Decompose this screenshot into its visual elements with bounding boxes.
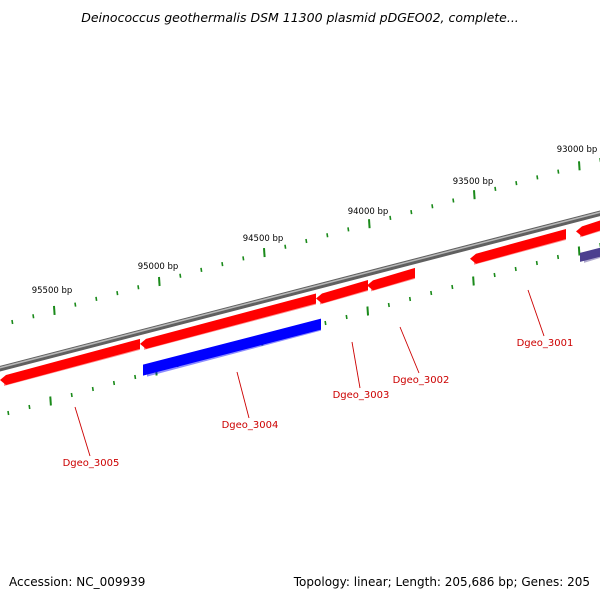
gene-label: Dgeo_3001 (517, 338, 574, 349)
outer-tick-mark (11, 319, 14, 325)
gene-label: Dgeo_3003 (333, 390, 390, 401)
inner-tick-mark (49, 396, 52, 406)
outer-tick-mark (158, 276, 161, 287)
outer-tick-mark (368, 219, 371, 229)
outer-tick-mark (53, 305, 56, 315)
inner-tick-mark (472, 276, 475, 286)
outer-tick-mark (95, 296, 98, 301)
outer-tick-mark (326, 233, 329, 238)
gene-dgeo-3001-arrow-shade (474, 235, 566, 265)
gene-next-reverse-arrow-shade (584, 253, 600, 263)
inner-tick-mark (556, 254, 560, 260)
outer-tick-mark (389, 215, 392, 220)
outer-tick-mark (452, 198, 455, 203)
gene-next-arrow (576, 220, 600, 237)
inner-tick-mark (535, 260, 538, 266)
gene-dgeo-3005b-arrow (140, 293, 316, 349)
scale-label: 93000 bp (557, 145, 598, 155)
gene-label-leader (74, 406, 91, 457)
gene-label-leader (236, 371, 250, 419)
page-title: Deinococcus geothermalis DSM 11300 plasm… (81, 10, 519, 25)
inner-tick-mark (408, 296, 412, 302)
inner-tick-mark (387, 302, 390, 308)
outer-tick-mark (32, 314, 35, 319)
inner-tick-mark (345, 314, 348, 320)
inner-tick-mark (324, 320, 327, 326)
outer-tick-mark (179, 273, 182, 278)
gene-dgeo-3001-arrow (470, 228, 566, 264)
inner-tick-mark (493, 272, 496, 278)
gene-dgeo-3005b-arrow-shade (144, 300, 316, 350)
inner-tick-mark (134, 374, 137, 380)
outer-tick-mark (410, 209, 413, 215)
scale-label: 93500 bp (453, 177, 494, 187)
inner-tick-mark (28, 404, 31, 410)
gene-label: Dgeo_3005 (63, 458, 120, 469)
gene-label: Dgeo_3004 (222, 420, 279, 431)
scale-label: 95000 bp (138, 262, 179, 272)
gene-dgeo-3002-arrow (367, 267, 415, 291)
outer-tick-mark (116, 290, 119, 296)
inner-tick-mark (577, 246, 581, 256)
gene-dgeo-3004-arrow (143, 318, 321, 376)
gene-next-arrow-shade (580, 227, 600, 238)
outer-tick-mark (74, 302, 77, 307)
gene-dgeo-3003-arrow (316, 280, 368, 304)
outer-tick-mark (536, 175, 539, 180)
gene-label-leader (399, 326, 420, 374)
scale-label: 94000 bp (348, 207, 389, 217)
outer-tick-mark (431, 204, 434, 209)
genome-backbone-highlight (0, 211, 600, 369)
outer-tick-mark (578, 161, 581, 171)
outer-tick-mark (284, 244, 287, 249)
gene-label-leader (527, 289, 545, 337)
outer-tick-mark (221, 262, 224, 267)
inner-tick-mark (70, 392, 73, 398)
inner-tick-mark (430, 290, 433, 296)
gene-dgeo-3003-arrow-shade (320, 287, 368, 305)
inner-tick-mark (112, 380, 116, 386)
outer-tick-mark (263, 248, 266, 258)
inner-tick-mark (514, 266, 517, 272)
outer-tick-mark (305, 238, 308, 244)
outer-tick-mark (242, 256, 245, 261)
inner-tick-mark (366, 306, 370, 316)
outer-tick-mark (557, 169, 560, 174)
inner-tick-mark (7, 410, 10, 416)
topology-summary: Topology: linear; Length: 205,686 bp; Ge… (293, 575, 590, 589)
gene-dgeo-3002-arrow-shade (371, 274, 415, 292)
gene-label: Dgeo_3002 (393, 375, 450, 386)
scale-label: 95500 bp (32, 286, 73, 296)
outer-tick-mark (137, 285, 140, 290)
outer-tick-mark (347, 227, 350, 232)
inner-tick-mark (91, 386, 94, 392)
genome-backbone (0, 210, 600, 372)
gene-dgeo-3005-arrow-shade (4, 345, 140, 386)
gene-label-leader (351, 341, 361, 389)
outer-tick-mark (473, 190, 476, 200)
gene-dgeo-3005-arrow (0, 338, 140, 385)
outer-tick-mark (494, 186, 497, 192)
inner-tick-mark (451, 284, 454, 290)
outer-tick-mark (200, 267, 203, 273)
gene-dgeo-3004-arrow-shade (147, 326, 321, 377)
scale-label: 94500 bp (243, 234, 284, 244)
outer-tick-mark (515, 181, 518, 186)
gene-next-reverse-arrow (580, 247, 600, 262)
accession-text: Accession: NC_009939 (9, 575, 146, 589)
